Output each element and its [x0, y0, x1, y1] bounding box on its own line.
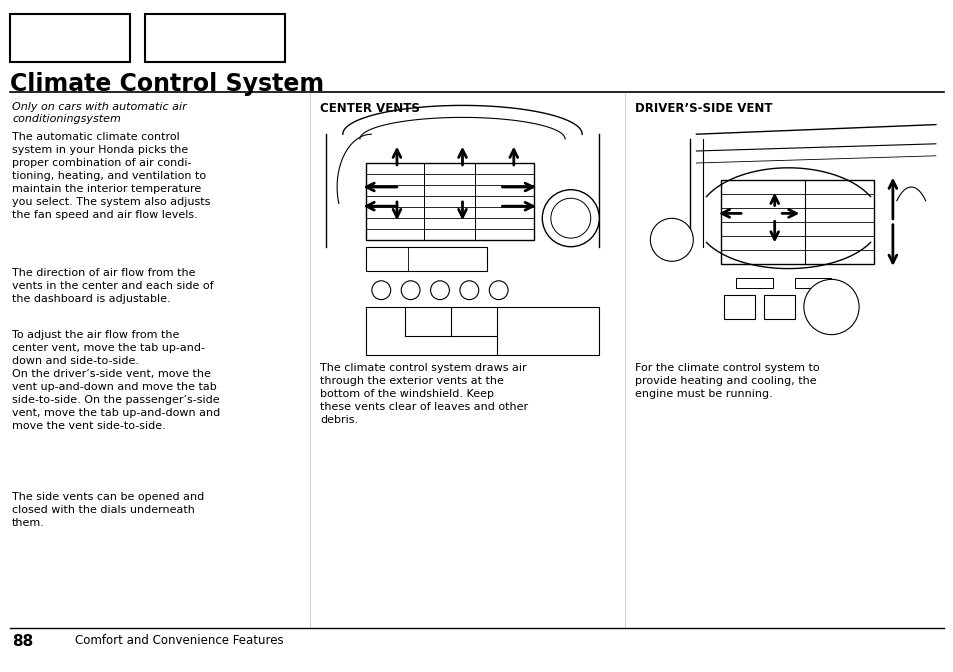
Text: The side vents can be opened and
closed with the dials underneath
them.: The side vents can be opened and closed … [12, 492, 204, 528]
Bar [763, 295, 794, 319]
Bar [736, 278, 772, 288]
Circle shape [459, 281, 478, 300]
Bar [10, 14, 130, 62]
Text: DRIVER’S-SIDE VENT: DRIVER’S-SIDE VENT [635, 102, 772, 115]
Circle shape [541, 190, 598, 247]
Text: The automatic climate control
system in your Honda picks the
proper combination : The automatic climate control system in … [12, 132, 211, 220]
Circle shape [650, 218, 693, 261]
Bar [720, 180, 874, 264]
Circle shape [489, 281, 508, 300]
Text: The direction of air flow from the
vents in the center and each side of
the dash: The direction of air flow from the vents… [12, 268, 213, 304]
Bar [145, 14, 285, 62]
Circle shape [401, 281, 419, 300]
Bar [794, 278, 831, 288]
Text: For the climate control system to
provide heating and cooling, the
engine must b: For the climate control system to provid… [635, 363, 819, 399]
Bar [365, 163, 533, 240]
Text: Comfort and Convenience Features: Comfort and Convenience Features [75, 634, 283, 647]
Circle shape [372, 281, 391, 300]
Bar [365, 247, 486, 271]
Circle shape [430, 281, 449, 300]
Text: To adjust the air flow from the
center vent, move the tab up-and-
down and side-: To adjust the air flow from the center v… [12, 330, 220, 431]
Text: The climate control system draws air
through the exterior vents at the
bottom of: The climate control system draws air thr… [319, 363, 528, 425]
Circle shape [803, 280, 859, 335]
Text: Climate Control System: Climate Control System [10, 72, 324, 96]
Text: Only on cars with automatic air
conditioningsystem: Only on cars with automatic air conditio… [12, 102, 187, 124]
Bar [723, 295, 754, 319]
Text: 88: 88 [12, 634, 33, 649]
Circle shape [550, 198, 590, 238]
Text: CENTER VENTS: CENTER VENTS [319, 102, 419, 115]
